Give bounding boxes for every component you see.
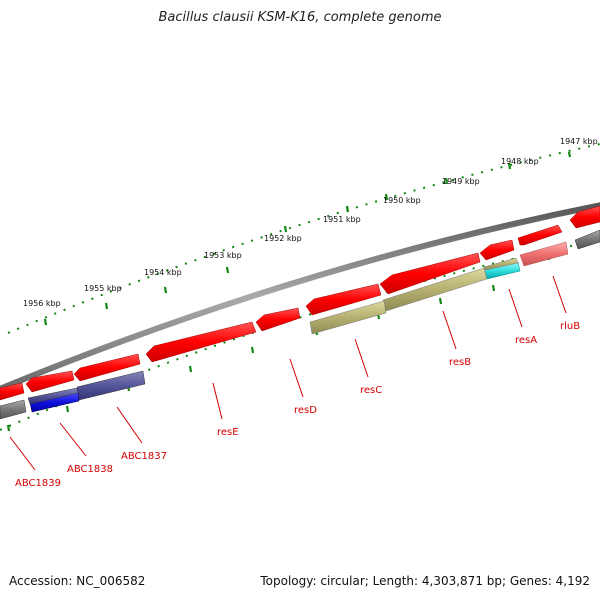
gene-label-resD: resD <box>294 405 317 416</box>
gene-label-resB: resB <box>449 357 471 368</box>
kbp-label: 1953 kbp <box>204 251 242 260</box>
gene-bar-rluB[interactable] <box>519 241 569 267</box>
outer-scale-dots <box>7 143 600 334</box>
kbp-labels: 1947 kbp 1948 kbp 1949 kbp 1950 kbp 1951… <box>23 137 598 308</box>
kbp-label: 1948 kbp <box>501 157 539 166</box>
gene-arrow[interactable] <box>255 307 301 332</box>
kbp-label: 1949 kbp <box>442 177 480 186</box>
kbp-label: 1952 kbp <box>264 234 302 243</box>
gene-label-resC: resC <box>360 385 382 396</box>
accession-text: Accession: NC_006582 <box>9 574 146 588</box>
gene-bar-gray-right[interactable] <box>574 229 600 250</box>
gene-arrow[interactable] <box>25 370 75 393</box>
gene-label-rluB: rluB <box>560 321 580 332</box>
feature-bars <box>0 229 600 420</box>
gene-arrow[interactable] <box>479 239 515 261</box>
gene-bar-resA-top[interactable] <box>483 257 519 271</box>
gene-bar-ABC1839[interactable] <box>0 399 27 420</box>
gene-bar-resC[interactable] <box>309 300 387 335</box>
kbp-label: 1956 kbp <box>23 299 61 308</box>
kbp-label: 1950 kbp <box>383 196 421 205</box>
gene-arrow[interactable] <box>145 321 257 363</box>
kbp-label: 1947 kbp <box>560 137 598 146</box>
genome-backbone <box>0 202 600 393</box>
kbp-label: 1954 kbp <box>144 268 182 277</box>
gene-arrow[interactable] <box>569 205 600 229</box>
gene-arrow[interactable] <box>0 382 25 401</box>
outer-major-ticks <box>43 151 572 326</box>
kbp-label: 1955 kbp <box>84 284 122 293</box>
gene-arrow[interactable] <box>73 353 141 382</box>
gene-label-ABC1839: ABC1839 <box>15 478 61 489</box>
gene-label-ABC1837: ABC1837 <box>121 451 167 462</box>
gene-label-resE: resE <box>217 427 239 438</box>
genome-summary-text: Topology: circular; Length: 4,303,871 bp… <box>260 574 590 588</box>
map-title: Bacillus clausii KSM-K16, complete genom… <box>158 10 442 25</box>
gene-arrow[interactable] <box>517 224 563 246</box>
gene-label-ABC1838: ABC1838 <box>67 464 113 475</box>
gene-bar-ABC1838-top[interactable] <box>27 387 79 405</box>
gene-arrow[interactable] <box>305 283 382 316</box>
leader-lines <box>9 275 567 471</box>
gene-label-resA: resA <box>515 335 537 346</box>
forward-genes <box>0 205 600 401</box>
gene-arrow[interactable] <box>379 252 481 295</box>
kbp-label: 1951 kbp <box>323 215 361 224</box>
gene-labels: rluB resA resB resC resD resE ABC1837 AB… <box>15 321 580 489</box>
